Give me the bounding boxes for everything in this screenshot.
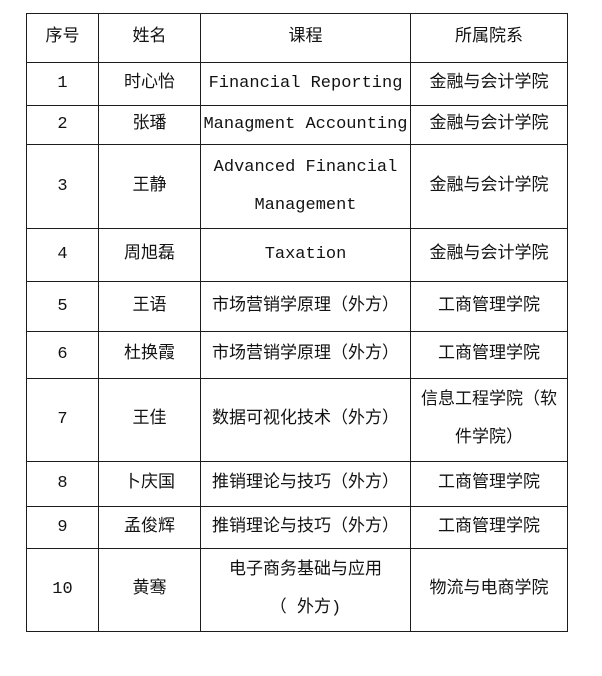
cell-dept: 工商管理学院 (410, 331, 568, 379)
cell-no: 3 (26, 144, 99, 229)
table-row: 10 黄骞 电子商务基础与应用 （ 外方) 物流与电商学院 (26, 548, 568, 632)
cell-name: 王静 (98, 144, 201, 229)
cell-dept: 金融与会计学院 (410, 105, 568, 145)
cell-no: 8 (26, 461, 99, 507)
cell-no: 10 (26, 548, 99, 632)
table-row: 4 周旭磊 Taxation 金融与会计学院 (26, 228, 568, 282)
cell-name: 杜换霞 (98, 331, 201, 379)
column-header-course: 课程 (200, 13, 411, 63)
table-row: 2 张璠 Managment Accounting 金融与会计学院 (26, 105, 568, 145)
cell-dept: 金融与会计学院 (410, 62, 568, 106)
table-row: 1 时心怡 Financial Reporting 金融与会计学院 (26, 62, 568, 106)
cell-no: 5 (26, 281, 99, 332)
cell-course: 市场营销学原理（外方） (200, 281, 411, 332)
cell-course: Advanced Financial Management (200, 144, 411, 229)
cell-no: 7 (26, 378, 99, 462)
table-body: 1 时心怡 Financial Reporting 金融与会计学院 2 张璠 Managme… (26, 62, 568, 632)
cell-course: Taxation (200, 228, 411, 282)
cell-name: 时心怡 (98, 62, 201, 106)
table-row: 3 王静 Advanced Financial Management 金融与会计学院 (26, 144, 568, 229)
cell-dept: 金融与会计学院 (410, 144, 568, 229)
cell-dept: 金融与会计学院 (410, 228, 568, 282)
cell-no: 2 (26, 105, 99, 145)
column-header-name: 姓名 (98, 13, 201, 63)
cell-no: 1 (26, 62, 99, 106)
header-row: 序号 姓名 课程 所属院系 (26, 13, 568, 63)
cell-course: Financial Reporting (200, 62, 411, 106)
cell-dept: 物流与电商学院 (410, 548, 568, 632)
cell-dept: 信息工程学院（软 件学院） (410, 378, 568, 462)
table-row: 9 孟俊辉 推销理论与技巧（外方） 工商管理学院 (26, 506, 568, 549)
cell-no: 6 (26, 331, 99, 379)
cell-name: 孟俊辉 (98, 506, 201, 549)
cell-no: 4 (26, 228, 99, 282)
document-page: 序号 姓名 课程 所属院系 1 时心怡 Financial Reporting 金融与… (0, 13, 602, 632)
cell-name: 王语 (98, 281, 201, 332)
column-header-dept: 所属院系 (410, 13, 568, 63)
cell-course: 电子商务基础与应用 （ 外方) (200, 548, 411, 632)
column-header-no: 序号 (26, 13, 99, 63)
cell-dept: 工商管理学院 (410, 461, 568, 507)
cell-course: 推销理论与技巧（外方） (200, 461, 411, 507)
cell-name: 张璠 (98, 105, 201, 145)
cell-course: 推销理论与技巧（外方） (200, 506, 411, 549)
cell-course: Managment Accounting (200, 105, 411, 145)
cell-no: 9 (26, 506, 99, 549)
table-row: 7 王佳 数据可视化技术（外方） 信息工程学院（软 件学院） (26, 378, 568, 462)
course-roster-table: 序号 姓名 课程 所属院系 1 时心怡 Financial Reporting 金融与… (26, 13, 568, 632)
cell-course: 数据可视化技术（外方） (200, 378, 411, 462)
cell-name: 王佳 (98, 378, 201, 462)
cell-name: 卜庆国 (98, 461, 201, 507)
table-row: 6 杜换霞 市场营销学原理（外方） 工商管理学院 (26, 331, 568, 379)
table-row: 5 王语 市场营销学原理（外方） 工商管理学院 (26, 281, 568, 332)
cell-name: 黄骞 (98, 548, 201, 632)
table-row: 8 卜庆国 推销理论与技巧（外方） 工商管理学院 (26, 461, 568, 507)
cell-name: 周旭磊 (98, 228, 201, 282)
cell-dept: 工商管理学院 (410, 506, 568, 549)
cell-dept: 工商管理学院 (410, 281, 568, 332)
cell-course: 市场营销学原理（外方） (200, 331, 411, 379)
